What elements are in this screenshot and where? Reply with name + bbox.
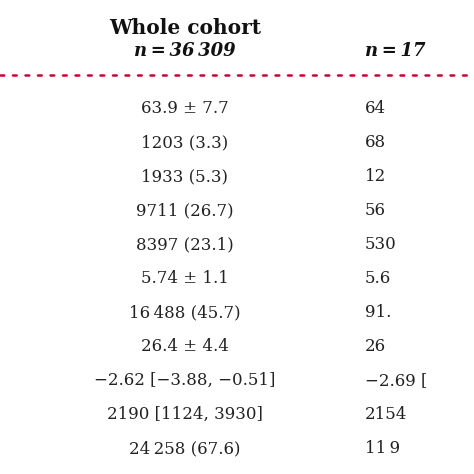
Text: 2190 [1124, 3930]: 2190 [1124, 3930] <box>107 406 263 423</box>
Text: 24 258 (67.6): 24 258 (67.6) <box>129 440 241 457</box>
Text: 56: 56 <box>365 202 386 219</box>
Text: 16 488 (45.7): 16 488 (45.7) <box>129 304 241 321</box>
Text: 91.: 91. <box>365 304 392 321</box>
Text: 1933 (5.3): 1933 (5.3) <box>142 168 228 185</box>
Text: 5.74 ± 1.1: 5.74 ± 1.1 <box>141 270 229 287</box>
Text: 12: 12 <box>365 168 386 185</box>
Text: 8397 (23.1): 8397 (23.1) <box>136 236 234 253</box>
Text: 1203 (3.3): 1203 (3.3) <box>141 134 228 151</box>
Text: 63.9 ± 7.7: 63.9 ± 7.7 <box>141 100 229 117</box>
Text: −2.62 [−3.88, −0.51]: −2.62 [−3.88, −0.51] <box>94 372 276 389</box>
Text: 26: 26 <box>365 338 386 355</box>
Text: 68: 68 <box>365 134 386 151</box>
Text: 2154: 2154 <box>365 406 407 423</box>
Text: n = 36 309: n = 36 309 <box>134 42 236 60</box>
Text: n = 17: n = 17 <box>365 42 426 60</box>
Text: 5.6: 5.6 <box>365 270 391 287</box>
Text: −2.69 [: −2.69 [ <box>365 372 428 389</box>
Text: 11 9: 11 9 <box>365 440 400 457</box>
Text: 9711 (26.7): 9711 (26.7) <box>136 202 234 219</box>
Text: 64: 64 <box>365 100 386 117</box>
Text: 26.4 ± 4.4: 26.4 ± 4.4 <box>141 338 229 355</box>
Text: Whole cohort: Whole cohort <box>109 18 261 38</box>
Text: 530: 530 <box>365 236 397 253</box>
